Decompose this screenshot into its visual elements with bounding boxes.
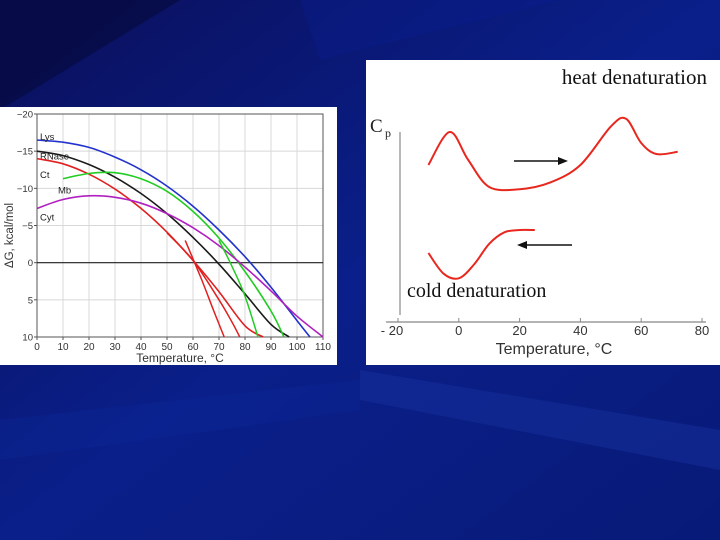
- x-tick-label: 80: [239, 342, 251, 353]
- cold-denaturation-label: cold denaturation: [407, 280, 546, 302]
- y-axis-label-subscript: p: [385, 126, 391, 140]
- cp-curve-heat: [427, 116, 678, 192]
- heating-arrow-head: [558, 157, 568, 165]
- series-label-rnase: RNase: [40, 151, 69, 162]
- x-tick-label: 30: [109, 342, 121, 353]
- series-label-lys: Lys: [40, 132, 55, 143]
- cp-chart: heat denaturation C p - 20 0 20 40 60 80 Temperat…: [370, 65, 709, 358]
- cooling-arrow-head: [517, 241, 527, 249]
- series-line-rnase: [36, 150, 290, 338]
- x-tick-label: 90: [265, 342, 277, 353]
- y-tick-label: 10: [22, 333, 33, 344]
- x-tick-label: 50: [161, 342, 173, 353]
- series-label-mb: Mb: [58, 186, 71, 197]
- y-axis-label: ΔG, kcal/mol: [4, 203, 16, 268]
- x-tick-label: 40: [573, 323, 587, 338]
- x-axis-label: Temperature, °C: [136, 351, 224, 365]
- x-axis-label: Temperature, °C: [496, 341, 613, 358]
- x-tick-label: 20: [512, 323, 526, 338]
- dg-chart-panel: −20 −15 −10 −5 0 5 10 0 10 20 30 40 50 60 70 80 90 100 110…: [0, 107, 337, 365]
- series-line-lys: [36, 139, 311, 338]
- x-tick-label: 20: [83, 342, 95, 353]
- x-tick-label: 40: [135, 342, 147, 353]
- x-tick-label: 0: [34, 342, 40, 353]
- series-label-ct: Ct: [40, 170, 50, 181]
- y-tick-label: 0: [28, 258, 33, 269]
- series-line-mb: [62, 171, 285, 338]
- x-tick-label: 100: [289, 342, 306, 353]
- y-tick-label: −20: [17, 110, 33, 121]
- x-tick-label: 70: [213, 342, 225, 353]
- extra-curve: [218, 240, 259, 338]
- extra-curve: [184, 240, 225, 338]
- x-tick-label: 60: [187, 342, 199, 353]
- x-tick-label: 60: [634, 323, 648, 338]
- y-axis-label: C: [370, 116, 383, 137]
- y-tick-label: 5: [28, 295, 33, 306]
- y-tick-label: −15: [17, 147, 33, 158]
- y-tick-label: −10: [17, 184, 33, 195]
- extra-curve: [166, 232, 241, 338]
- x-tick-label: - 20: [381, 323, 403, 338]
- cp-curve-cold: [427, 228, 535, 280]
- series-line-ct: [36, 157, 264, 338]
- x-tick-label: 110: [315, 342, 331, 353]
- chart-title: heat denaturation: [562, 65, 708, 89]
- x-tick-label: 10: [57, 342, 69, 353]
- y-tick-label: −5: [22, 221, 33, 232]
- x-tick-label: 0: [455, 323, 462, 338]
- x-tick-label: 80: [695, 323, 709, 338]
- series-label-cyt: Cyt: [40, 212, 55, 223]
- series-line-cyt: [36, 194, 324, 338]
